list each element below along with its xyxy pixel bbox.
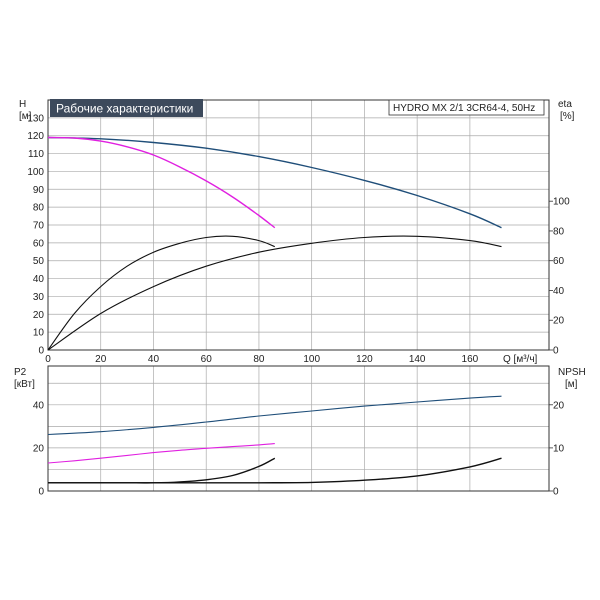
curve-h-one-pump — [47, 136, 276, 229]
h-tick-label: 60 — [33, 238, 45, 249]
h-tick-label: 90 — [33, 185, 45, 196]
curve-h-two-pumps — [47, 136, 502, 229]
h-tick-label: 50 — [33, 256, 45, 267]
h-axis-unit: [м] — [19, 111, 32, 122]
h-tick-label: 110 — [28, 149, 44, 160]
eta-tick-label: 20 — [553, 316, 565, 327]
npsh-axis-label: NPSH — [558, 367, 586, 378]
h-tick-label: 80 — [33, 203, 45, 214]
p2-tick-label: 40 — [33, 400, 45, 411]
q-tick-label: 60 — [201, 354, 213, 365]
curve-npsh-two-pumps — [47, 457, 502, 484]
bottom-plot-grid — [47, 366, 549, 491]
curve-eta-one-pump — [47, 235, 275, 351]
q-tick-label: 160 — [462, 354, 479, 365]
h-tick-label: 100 — [27, 167, 44, 178]
p2-tick-label: 0 — [38, 487, 44, 498]
model-label: HYDRO MX 2/1 3CR64-4, 50Hz — [393, 103, 535, 114]
h-tick-label: 120 — [27, 131, 44, 142]
q-tick-label: 20 — [95, 354, 107, 365]
h-tick-label: 30 — [33, 292, 45, 303]
top-plot-grid — [47, 100, 549, 351]
curve-npsh-one-pump — [47, 457, 276, 484]
eta-tick-label: 0 — [553, 346, 559, 357]
curve-p2-two-pumps — [47, 395, 502, 436]
eta-axis-label: eta — [558, 99, 572, 110]
h-tick-label: 10 — [33, 328, 45, 339]
q-tick-label: 100 — [303, 354, 320, 365]
eta-tick-label: 60 — [553, 256, 565, 267]
h-tick-label: 70 — [33, 221, 45, 232]
q-tick-label: 40 — [148, 354, 160, 365]
top-plot-frame — [47, 99, 550, 351]
q-tick-label: 80 — [253, 354, 265, 365]
curves — [47, 136, 502, 484]
q-tick-label: 140 — [409, 354, 426, 365]
eta-axis-unit: [%] — [560, 111, 575, 122]
h-tick-label: 0 — [38, 346, 44, 357]
curve-eta-two-pumps — [47, 235, 502, 351]
q-tick-label: 0 — [45, 354, 51, 365]
npsh-axis-unit: [м] — [565, 379, 578, 390]
chart-title: Рабочие характеристики — [56, 102, 193, 116]
eta-tick-label: 100 — [553, 197, 570, 208]
eta-tick-label: 40 — [553, 286, 565, 297]
top-axis-ticks: 0 10 20 30 40 50 60 70 80 90 100 110 120 130 0 20 40 60 80… — [27, 113, 570, 365]
npsh-tick-label: 20 — [553, 400, 565, 411]
curve-p2-one-pump — [47, 443, 275, 464]
h-tick-label: 20 — [33, 310, 45, 321]
chart-title-box — [50, 99, 203, 117]
npsh-tick-label: 0 — [553, 487, 559, 498]
p2-tick-label: 20 — [33, 443, 45, 454]
h-axis-label: H — [19, 99, 26, 110]
eta-tick-label: 80 — [553, 226, 565, 237]
h-tick-label: 40 — [33, 274, 45, 285]
bottom-plot-frame — [47, 365, 550, 492]
h-tick-label: 130 — [27, 113, 44, 124]
npsh-tick-label: 10 — [553, 443, 565, 454]
p2-axis-unit: [кВт] — [14, 379, 35, 390]
model-label-box — [388, 99, 545, 116]
q-tick-label: 120 — [356, 354, 373, 365]
q-axis-label: Q [м³/ч] — [503, 354, 538, 365]
bottom-axis-ticks: 0 20 40 0 10 20 — [33, 400, 565, 497]
p2-axis-label: P2 — [14, 367, 27, 378]
